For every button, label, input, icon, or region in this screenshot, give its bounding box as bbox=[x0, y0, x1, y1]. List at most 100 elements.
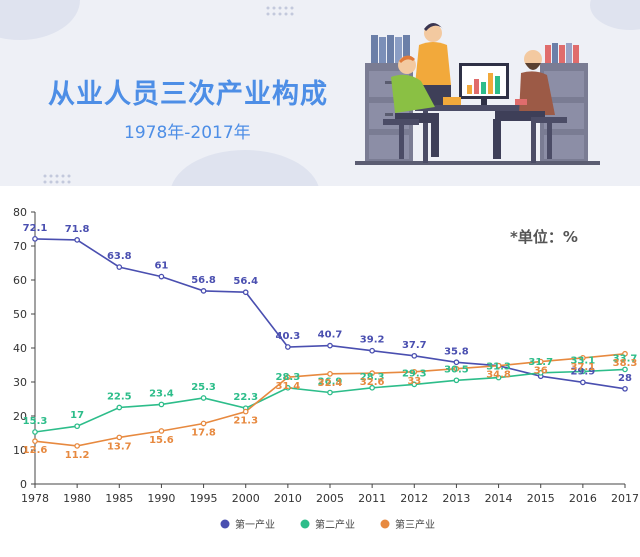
data-point bbox=[116, 434, 123, 441]
data-point bbox=[285, 344, 291, 350]
unit-note: *单位：% bbox=[510, 228, 578, 246]
data-point bbox=[622, 350, 628, 357]
y-tick-label: 60 bbox=[13, 274, 27, 287]
data-point bbox=[285, 374, 291, 381]
data-label: 17.8 bbox=[191, 427, 216, 438]
decor-blob bbox=[170, 150, 320, 186]
series-points bbox=[32, 236, 628, 449]
data-label: 12.6 bbox=[23, 445, 48, 456]
data-labels: 72.1 71.8 63.8 61 56.8 56.4 40.3 40.7 39.2 37.7 35… bbox=[23, 223, 638, 461]
data-label: 15.6 bbox=[149, 435, 174, 446]
y-tick-label: 80 bbox=[13, 206, 27, 219]
data-label: 28 bbox=[618, 373, 632, 384]
data-label: 38.3 bbox=[613, 358, 638, 369]
x-tick-label: 2000 bbox=[232, 492, 260, 505]
legend-marker bbox=[300, 519, 310, 529]
data-label: 29.3 bbox=[402, 368, 427, 379]
data-point bbox=[453, 377, 460, 384]
data-point bbox=[158, 401, 165, 408]
data-label: 37.7 bbox=[402, 340, 427, 351]
data-label: 31.3 bbox=[486, 362, 511, 373]
data-label: 32.4 bbox=[318, 378, 343, 389]
x-tick-label: 2014 bbox=[485, 492, 513, 505]
y-tick-label: 20 bbox=[13, 410, 27, 423]
data-point bbox=[537, 369, 544, 376]
legend-label: 第一产业 bbox=[235, 518, 275, 531]
data-label: 22.3 bbox=[233, 392, 258, 403]
data-point bbox=[74, 443, 80, 449]
data-point bbox=[158, 428, 165, 434]
x-tick-label: 2015 bbox=[527, 492, 555, 505]
data-label: 30.5 bbox=[444, 364, 469, 375]
data-label: 36 bbox=[534, 366, 548, 377]
data-point bbox=[74, 423, 80, 430]
legend-label: 第二产业 bbox=[315, 518, 355, 531]
data-label: 26.9 bbox=[318, 377, 343, 388]
data-label: 13.7 bbox=[107, 441, 132, 452]
data-point bbox=[622, 385, 628, 392]
data-point bbox=[32, 429, 38, 435]
y-tick-label: 70 bbox=[13, 240, 27, 253]
data-label: 40.3 bbox=[276, 331, 301, 342]
data-label: 28.3 bbox=[360, 372, 385, 383]
data-label: 17 bbox=[70, 410, 84, 421]
data-point bbox=[32, 438, 38, 445]
data-label: 31.4 bbox=[276, 381, 301, 392]
x-tick-label: 2012 bbox=[400, 492, 428, 505]
data-point bbox=[242, 289, 249, 296]
data-point bbox=[369, 370, 375, 377]
x-tick-label: 1985 bbox=[105, 492, 133, 505]
data-label: 32.6 bbox=[360, 377, 385, 388]
x-tick-label: 1978 bbox=[21, 492, 49, 505]
data-point bbox=[32, 236, 38, 242]
series-lines bbox=[34, 238, 626, 447]
data-label: 21.3 bbox=[233, 416, 258, 427]
x-tick-label: 1980 bbox=[63, 492, 91, 505]
data-label: 34.8 bbox=[486, 370, 511, 381]
data-point bbox=[74, 237, 80, 243]
data-label: 56.4 bbox=[233, 276, 258, 287]
data-point bbox=[327, 342, 333, 349]
data-label: 11.2 bbox=[65, 450, 90, 461]
data-point bbox=[580, 355, 586, 361]
data-point bbox=[495, 374, 502, 381]
data-point bbox=[327, 389, 333, 396]
x-tick-label: 2010 bbox=[274, 492, 302, 505]
data-point bbox=[285, 384, 291, 391]
data-point bbox=[200, 288, 207, 294]
x-axis: 1978 1980 1985 1990 1995 2000 2010 2005 2011 2012… bbox=[21, 483, 639, 505]
data-label: 22.5 bbox=[107, 392, 132, 403]
data-point bbox=[327, 370, 333, 377]
data-point bbox=[411, 368, 418, 375]
legend: 第一产业 第二产业 第三产业 bbox=[220, 518, 435, 531]
data-label: 37.1 bbox=[571, 362, 596, 373]
data-label: 23.4 bbox=[149, 388, 174, 399]
decor-blob bbox=[0, 0, 80, 40]
data-point bbox=[580, 368, 586, 375]
data-label: 15.3 bbox=[23, 416, 48, 427]
data-label: 72.1 bbox=[23, 223, 48, 234]
data-label: 33 bbox=[407, 376, 421, 387]
data-point bbox=[537, 358, 544, 365]
legend-marker bbox=[220, 519, 230, 529]
y-axis: 0 10 20 30 40 50 60 70 80 bbox=[13, 206, 36, 491]
data-point bbox=[369, 347, 375, 354]
data-point bbox=[495, 362, 502, 369]
data-point bbox=[453, 365, 460, 372]
y-tick-label: 40 bbox=[13, 342, 27, 355]
data-point bbox=[116, 404, 123, 411]
x-tick-label: 1990 bbox=[147, 492, 175, 505]
data-point bbox=[369, 384, 375, 391]
y-tick-label: 10 bbox=[13, 444, 27, 457]
y-tick-label: 0 bbox=[20, 478, 27, 491]
office-team-illustration bbox=[355, 23, 600, 165]
data-label: 39.2 bbox=[360, 335, 385, 346]
data-point bbox=[116, 264, 123, 270]
legend-marker bbox=[380, 519, 390, 529]
data-label: 56.8 bbox=[191, 275, 216, 286]
data-label: 25.3 bbox=[191, 382, 216, 393]
data-point bbox=[453, 359, 460, 366]
data-label: 31.7 bbox=[528, 357, 553, 368]
x-tick-label: 2005 bbox=[316, 492, 344, 505]
